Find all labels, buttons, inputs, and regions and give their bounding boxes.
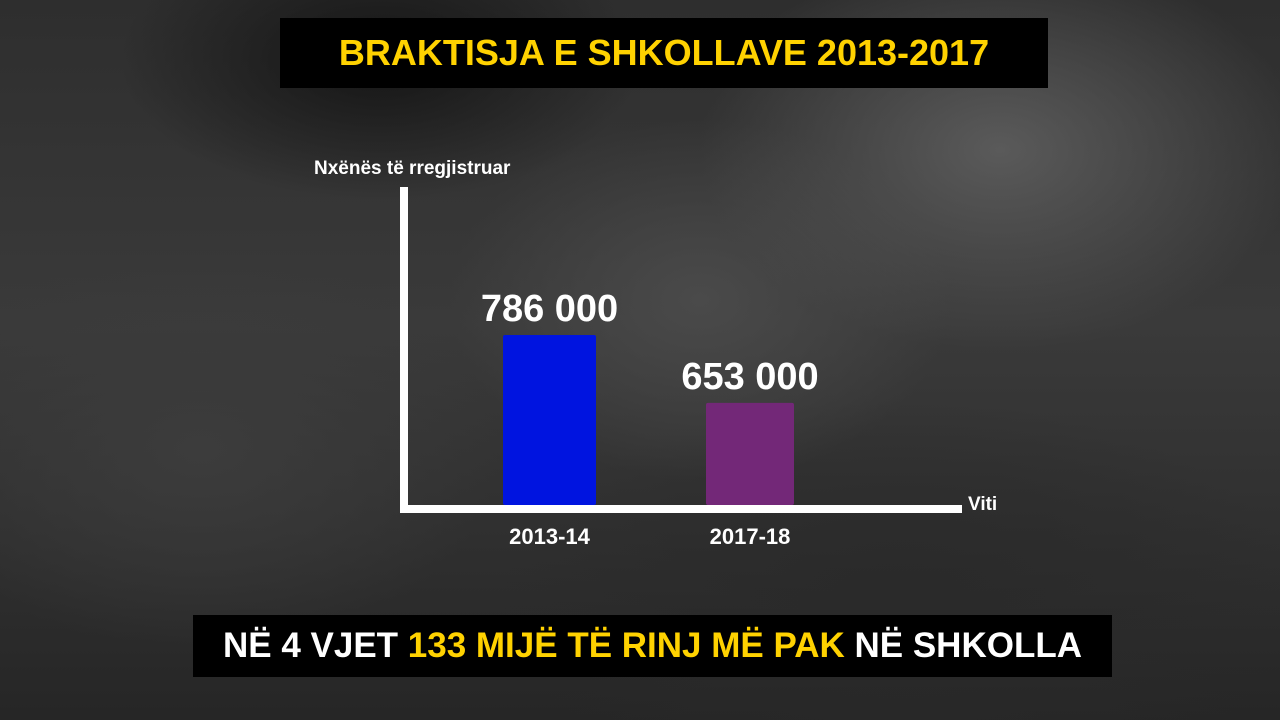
footer-text-1: NË 4 VJET	[222, 626, 408, 665]
chart-title: BRAKTISJA E SHKOLLAVE 2013-2017	[280, 18, 1048, 88]
data-label: 786 000	[481, 288, 618, 330]
footer-text-2: NË SHKOLLA	[844, 626, 1082, 665]
bar-2013-14	[503, 335, 596, 505]
x-axis-label: Viti	[968, 494, 998, 515]
footer-caption: NË 4 VJET 133 MIJË TË RINJ MË PAK NË SHK…	[193, 615, 1112, 677]
y-axis-line	[400, 187, 408, 513]
data-label: 653 000	[681, 356, 818, 398]
y-axis-label: Nxënës të rregjistruar	[314, 158, 511, 179]
x-tick-label: 2017-18	[710, 524, 791, 549]
x-axis-line	[400, 505, 962, 513]
x-tick-label: 2013-14	[509, 524, 591, 549]
footer-highlight: 133 MIJË TË RINJ MË PAK	[407, 626, 845, 665]
bar-2017-18	[706, 402, 794, 505]
